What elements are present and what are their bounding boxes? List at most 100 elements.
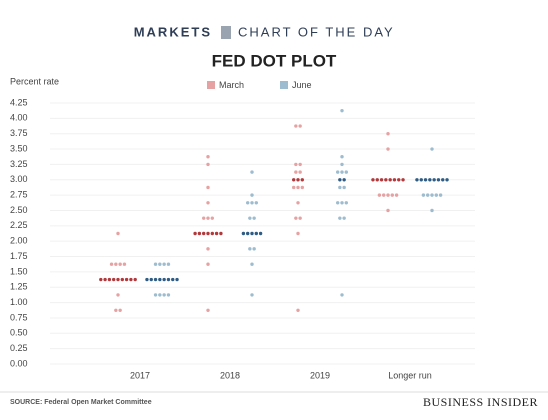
dot bbox=[294, 162, 298, 167]
x-tick-label: 2017 bbox=[130, 370, 150, 380]
y-tick-label: 1.00 bbox=[10, 297, 28, 307]
dot bbox=[250, 170, 254, 174]
dot bbox=[294, 124, 298, 128]
dot bbox=[445, 178, 449, 182]
dot bbox=[430, 147, 434, 151]
dot bbox=[386, 208, 390, 213]
dot bbox=[252, 216, 256, 220]
y-tick-label: 2.25 bbox=[10, 220, 28, 230]
dot bbox=[112, 277, 116, 282]
y-tick-label: 3.50 bbox=[10, 143, 28, 153]
dot bbox=[153, 262, 158, 266]
dot bbox=[336, 201, 340, 205]
y-tick-label: 2.75 bbox=[10, 189, 28, 199]
dot bbox=[133, 277, 137, 282]
dot bbox=[206, 247, 210, 251]
dot bbox=[386, 193, 390, 197]
dot bbox=[250, 262, 254, 266]
dot bbox=[122, 262, 127, 266]
dot bbox=[388, 178, 392, 182]
dot bbox=[292, 185, 296, 190]
x-tick-label: Longer run bbox=[388, 370, 432, 380]
dot bbox=[379, 178, 384, 182]
dot bbox=[107, 277, 112, 282]
dot bbox=[338, 216, 342, 220]
dot bbox=[162, 293, 166, 297]
dot bbox=[392, 178, 397, 182]
dot bbox=[118, 262, 122, 266]
dot bbox=[375, 178, 379, 182]
dot bbox=[421, 193, 426, 197]
header-section: MARKETS bbox=[134, 24, 212, 39]
dot bbox=[120, 277, 125, 282]
dot bbox=[390, 193, 394, 197]
dot bbox=[423, 178, 428, 182]
y-tick-label: 2.50 bbox=[10, 205, 28, 215]
dot bbox=[202, 216, 206, 220]
y-tick-label: 0.50 bbox=[10, 328, 28, 338]
y-tick-label: 0.75 bbox=[10, 312, 28, 322]
dot bbox=[197, 231, 202, 236]
dot bbox=[254, 201, 258, 205]
legend: March June bbox=[207, 80, 312, 90]
dot bbox=[415, 178, 419, 182]
y-tick-label: 0.00 bbox=[10, 358, 28, 368]
dot bbox=[206, 162, 210, 167]
dot bbox=[252, 247, 256, 251]
dot bbox=[158, 293, 162, 297]
dot bbox=[342, 178, 346, 182]
y-tick-label: 0.25 bbox=[10, 343, 28, 353]
header-logo bbox=[221, 26, 231, 39]
dot bbox=[158, 262, 162, 266]
y-tick-label: 4.00 bbox=[10, 113, 28, 123]
y-tick-label: 3.75 bbox=[10, 128, 28, 138]
y-tick-label: 1.25 bbox=[10, 282, 28, 292]
dot bbox=[206, 155, 210, 159]
dot bbox=[158, 277, 162, 282]
dot bbox=[206, 185, 210, 190]
dot bbox=[162, 262, 166, 266]
dot bbox=[250, 231, 254, 236]
dot bbox=[250, 293, 254, 297]
dot bbox=[248, 247, 252, 251]
dot bbox=[298, 162, 302, 167]
dot bbox=[193, 231, 197, 236]
dot bbox=[124, 277, 129, 282]
dot bbox=[145, 277, 149, 282]
dot bbox=[254, 231, 258, 236]
source: SOURCE: Federal Open Market Committee bbox=[10, 399, 152, 406]
dot bbox=[149, 277, 153, 282]
dot bbox=[258, 231, 263, 236]
dot bbox=[129, 277, 133, 282]
dot bbox=[206, 308, 210, 312]
dot bbox=[296, 185, 300, 190]
dot bbox=[430, 193, 434, 197]
legend-swatch bbox=[280, 81, 288, 89]
header-tagline: CHART OF THE DAY bbox=[238, 24, 395, 39]
y-axis-label: Percent rate bbox=[10, 76, 59, 86]
dot bbox=[166, 262, 171, 266]
dot bbox=[162, 277, 166, 282]
dot bbox=[432, 178, 436, 182]
dot bbox=[394, 193, 399, 197]
dot bbox=[219, 231, 223, 236]
y-tick-label: 3.25 bbox=[10, 159, 28, 169]
dot bbox=[340, 293, 344, 297]
dot bbox=[428, 178, 432, 182]
dot bbox=[300, 185, 304, 190]
dot bbox=[206, 216, 210, 220]
x-tick-label: 2019 bbox=[310, 370, 330, 380]
y-tick-label: 3.00 bbox=[10, 174, 28, 184]
dot bbox=[296, 201, 300, 205]
dot bbox=[116, 293, 120, 297]
y-tick-label: 1.75 bbox=[10, 251, 28, 261]
dot bbox=[342, 216, 346, 220]
dot bbox=[344, 170, 348, 174]
dot bbox=[340, 162, 344, 167]
dot bbox=[298, 124, 302, 128]
dot bbox=[116, 231, 120, 236]
dot bbox=[430, 208, 434, 213]
dot bbox=[114, 308, 118, 312]
dot bbox=[171, 277, 175, 282]
